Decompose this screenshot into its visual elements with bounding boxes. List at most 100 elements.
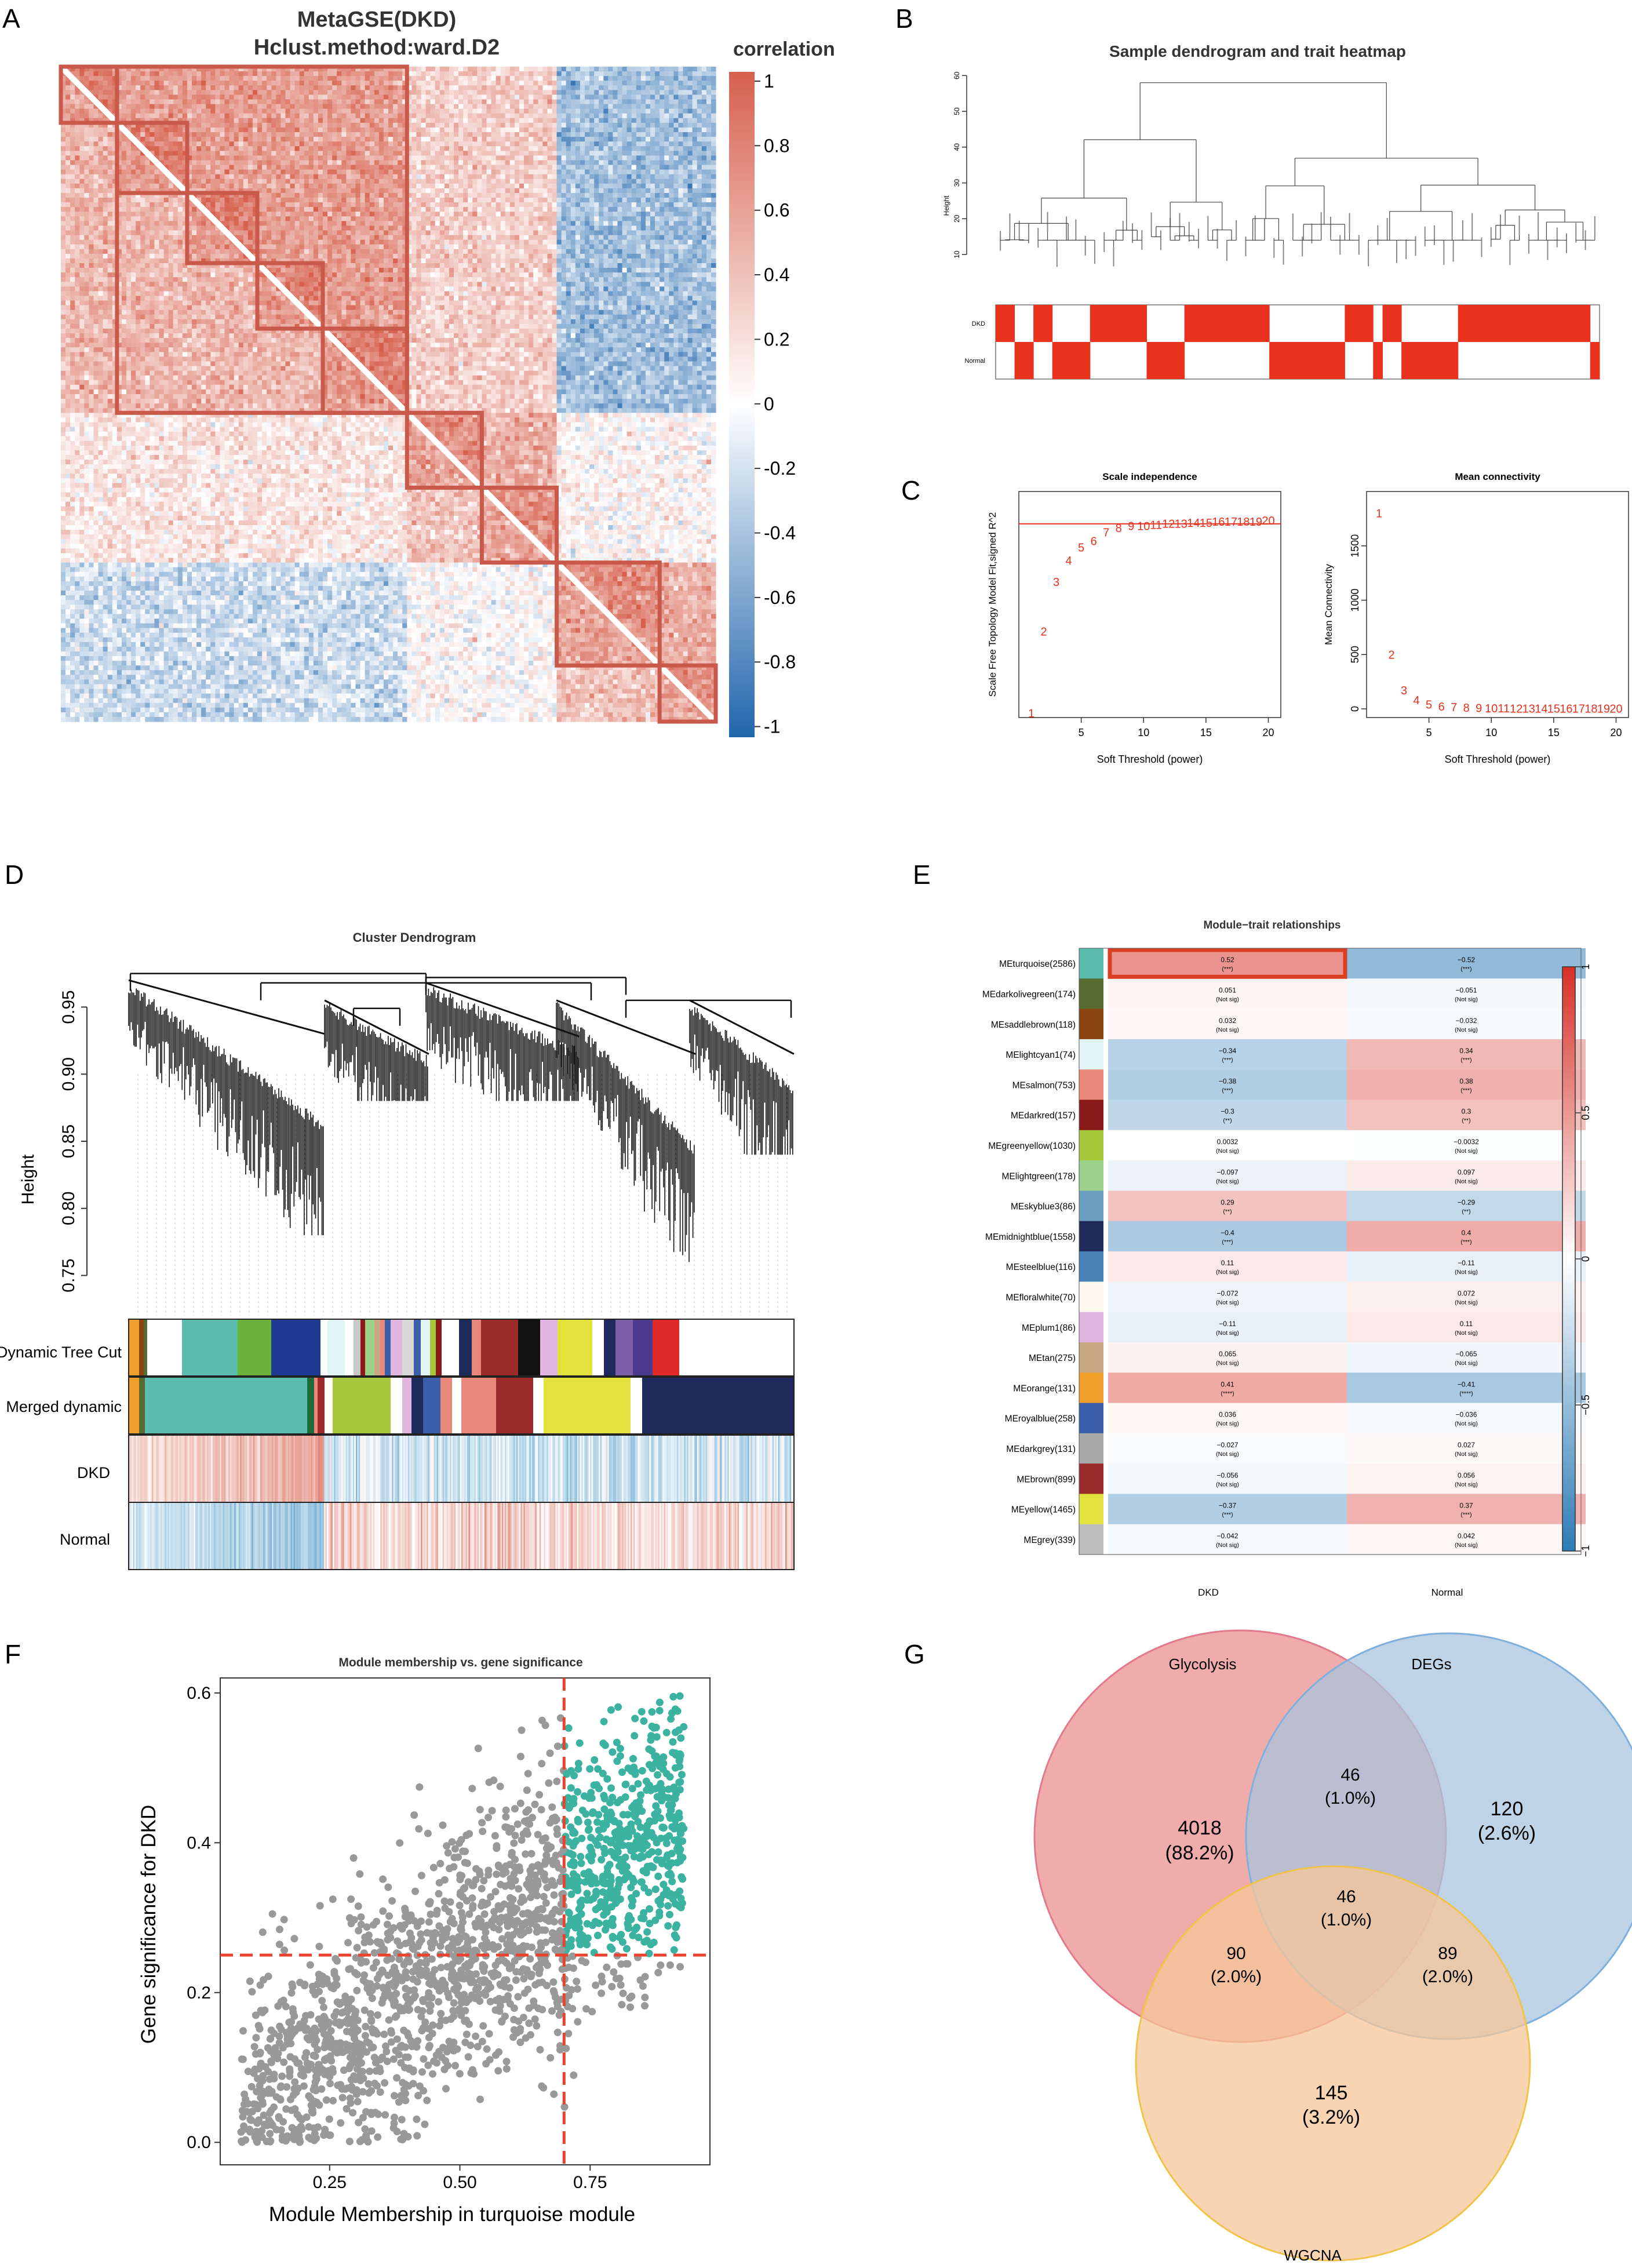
heatmap-cell bbox=[103, 76, 108, 81]
heatmap-cell bbox=[678, 104, 683, 110]
heatmap-cell bbox=[613, 104, 618, 110]
heatmap-cell bbox=[374, 141, 380, 147]
heatmap-cell bbox=[706, 109, 712, 114]
heatmap-cell bbox=[678, 114, 683, 119]
heatmap-cell bbox=[398, 100, 403, 105]
heatmap-cell bbox=[660, 123, 665, 128]
heatmap-cell bbox=[529, 109, 534, 114]
heatmap-cell bbox=[178, 114, 183, 119]
heatmap-cell bbox=[655, 94, 660, 100]
heatmap-cell bbox=[108, 71, 113, 77]
heatmap-cell bbox=[360, 81, 366, 86]
heatmap-cell bbox=[589, 76, 595, 81]
heatmap-cell bbox=[669, 118, 674, 123]
heatmap-cell bbox=[210, 114, 216, 119]
heatmap-cell bbox=[346, 90, 351, 95]
heatmap-cell bbox=[201, 94, 206, 100]
heatmap-cell bbox=[122, 137, 127, 142]
heatmap-cell bbox=[280, 90, 286, 95]
heatmap-cell bbox=[627, 118, 632, 123]
heatmap-cell bbox=[257, 128, 263, 133]
heatmap-cell bbox=[365, 85, 370, 90]
heatmap-cell bbox=[370, 114, 375, 119]
heatmap-cell bbox=[379, 85, 384, 90]
heatmap-cell bbox=[706, 128, 712, 133]
heatmap-cell bbox=[613, 141, 618, 147]
heatmap-cell bbox=[178, 128, 183, 133]
heatmap-cell bbox=[337, 137, 342, 142]
heatmap-cell bbox=[164, 85, 169, 90]
heatmap-cell bbox=[566, 85, 571, 90]
heatmap-cell bbox=[126, 104, 132, 110]
heatmap-cell bbox=[314, 90, 319, 95]
heatmap-cell bbox=[360, 118, 366, 123]
heatmap-cell bbox=[164, 94, 169, 100]
heatmap-cell bbox=[426, 137, 431, 142]
heatmap-cell bbox=[445, 146, 450, 151]
heatmap-cell bbox=[585, 137, 590, 142]
heatmap-cell bbox=[496, 85, 501, 90]
heatmap-cell bbox=[239, 128, 244, 133]
heatmap-cell bbox=[496, 137, 501, 142]
heatmap-cell bbox=[505, 137, 511, 142]
heatmap-cell bbox=[327, 118, 333, 123]
heatmap-cell bbox=[230, 128, 235, 133]
heatmap-cell bbox=[562, 76, 567, 81]
heatmap-cell bbox=[575, 137, 581, 142]
heatmap-cell bbox=[360, 132, 366, 137]
heatmap-cell bbox=[103, 81, 108, 86]
heatmap-cell bbox=[501, 132, 506, 137]
heatmap-cell bbox=[491, 123, 497, 128]
heatmap-cell bbox=[365, 104, 370, 110]
heatmap-cell bbox=[542, 76, 548, 81]
heatmap-cell bbox=[673, 71, 679, 77]
heatmap-cell bbox=[688, 118, 693, 123]
heatmap-cell bbox=[599, 71, 604, 77]
heatmap-cell bbox=[309, 85, 314, 90]
heatmap-cell bbox=[411, 114, 417, 119]
heatmap-cell bbox=[603, 118, 609, 123]
heatmap-cell bbox=[421, 71, 427, 77]
heatmap-cell bbox=[636, 128, 642, 133]
heatmap-cell bbox=[271, 85, 276, 90]
heatmap-cell bbox=[477, 118, 482, 123]
heatmap-cell bbox=[608, 123, 613, 128]
heatmap-cell bbox=[542, 100, 548, 105]
heatmap-cell bbox=[243, 76, 249, 81]
heatmap-cell bbox=[575, 128, 581, 133]
heatmap-cell bbox=[515, 118, 520, 123]
heatmap-cell bbox=[276, 141, 281, 147]
heatmap-cell bbox=[99, 94, 104, 100]
heatmap-cell bbox=[416, 67, 421, 72]
heatmap-cell bbox=[608, 104, 613, 110]
heatmap-cell bbox=[365, 128, 370, 133]
heatmap-cell bbox=[669, 104, 674, 110]
heatmap-cell bbox=[225, 146, 230, 151]
heatmap-cell bbox=[398, 141, 403, 147]
heatmap-cell bbox=[178, 137, 183, 142]
heatmap-cell bbox=[636, 100, 642, 105]
heatmap-cell bbox=[622, 67, 628, 72]
heatmap-cell bbox=[496, 76, 501, 81]
heatmap-cell bbox=[360, 90, 366, 95]
heatmap-cell bbox=[650, 114, 655, 119]
heatmap-cell bbox=[196, 104, 202, 110]
heatmap-cell bbox=[196, 71, 202, 77]
heatmap-cell bbox=[370, 100, 375, 105]
heatmap-cell bbox=[257, 114, 263, 119]
heatmap-cell bbox=[585, 100, 590, 105]
heatmap-cell bbox=[192, 146, 197, 151]
heatmap-cell bbox=[201, 132, 206, 137]
heatmap-cell bbox=[641, 118, 646, 123]
heatmap-cell bbox=[351, 90, 356, 95]
heatmap-cell bbox=[267, 141, 272, 147]
heatmap-cell bbox=[416, 90, 421, 95]
heatmap-cell bbox=[562, 128, 567, 133]
heatmap-cell bbox=[529, 114, 534, 119]
heatmap-cell bbox=[533, 123, 538, 128]
heatmap-cell bbox=[159, 132, 165, 137]
heatmap-cell bbox=[706, 104, 712, 110]
heatmap-cell bbox=[431, 94, 436, 100]
heatmap-cell bbox=[693, 100, 698, 105]
heatmap-cell bbox=[571, 118, 576, 123]
